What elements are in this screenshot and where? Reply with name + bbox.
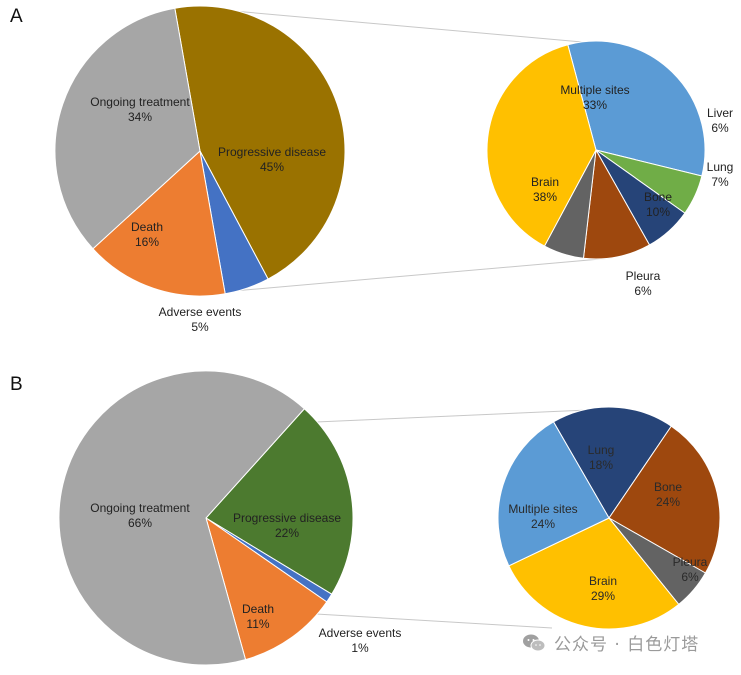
panel-a-breakdown-slice-multiple-sites <box>567 40 706 177</box>
panel-b-connector-line <box>315 613 553 629</box>
panel-b-breakdown-slice-bone <box>608 425 721 574</box>
panel-a-breakdown-label-bone: Bone 10% <box>644 190 672 219</box>
panel-a-main-label-progressive-disease: Progressive disease 45% <box>218 145 326 174</box>
panel-b-main-pie: Progressive disease 22% Adverse events 1% De… <box>58 370 402 666</box>
panel-a-connector-line <box>221 257 613 293</box>
panel-b-main-label-ongoing-treatment: Ongoing treatment 66% <box>90 501 190 530</box>
panel-a-breakdown-label-lung: Lung 7% <box>707 160 734 189</box>
wechat-icon <box>522 633 546 653</box>
panel-a-main-pie: Progressive disease 45% Adverse events 5% De… <box>54 5 346 334</box>
panel-a-breakdown-slice-brain <box>486 44 597 247</box>
panel-b-breakdown-slice-lung <box>552 406 673 519</box>
panel-a-breakdown-label-liver: Liver 6% <box>707 106 733 135</box>
panel-b-main-slice-progressive-disease <box>205 408 354 595</box>
panel-a-letter: A <box>10 6 23 27</box>
watermark-text: 公众号 · 白色灯塔 <box>554 635 700 655</box>
panel-b-main-label-adverse-events: Adverse events 1% <box>319 626 402 655</box>
panel-b-breakdown-label-multiple-sites: Multiple sites 24% <box>508 502 577 531</box>
panel-b-breakdown-slice-multiple-sites <box>497 421 610 567</box>
panel-b-main-label-death: Death 11% <box>242 602 274 631</box>
panel-a-main-label-ongoing-treatment: Ongoing treatment 34% <box>90 95 190 124</box>
panel-b-breakdown-label-brain: Brain 29% <box>589 574 617 603</box>
panel-b-letter: B <box>10 374 23 395</box>
panel-a-connector-line <box>221 9 583 43</box>
panel-b-main-slice-ongoing-treatment <box>58 370 306 666</box>
panel-a-main-label-adverse-events: Adverse events 5% <box>159 305 242 334</box>
panel-b-main-slice-death <box>205 516 328 661</box>
panel-a-breakdown-label-pleura: Pleura 6% <box>626 269 661 298</box>
panel-a-main-label-death: Death 16% <box>131 220 163 249</box>
panel-a-main-slice-death <box>92 150 226 297</box>
panel-b-breakdown-label-pleura: Pleura 6% <box>673 555 708 584</box>
watermark: 公众号 · 白色灯塔 <box>522 630 699 655</box>
panel-b-breakdown-label-lung: Lung 18% <box>588 443 615 472</box>
panel-b-main-label-progressive-disease: Progressive disease 22% <box>233 511 341 540</box>
panel-b-breakdown-pie: Lung 18% Bone 24% Pleura 6% Brain 29% Multiple s… <box>497 406 721 630</box>
panel-a-main-slice-progressive-disease <box>174 5 346 280</box>
pie-charts: Progressive disease 45% Adverse events 5% De… <box>54 5 734 666</box>
panel-a-breakdown-label-brain: Brain 38% <box>531 175 559 204</box>
panel-a-main-slice-ongoing-treatment <box>54 7 201 250</box>
panel-b-breakdown-label-bone: Bone 24% <box>654 480 682 509</box>
panel-a-breakdown-label-multiple-sites: Multiple sites 33% <box>560 83 629 112</box>
panel-b-connector-line <box>315 409 589 423</box>
panel-a-breakdown-pie: Multiple sites 33% Liver 6% Lung 7% Bone 10% Ple… <box>486 40 734 298</box>
